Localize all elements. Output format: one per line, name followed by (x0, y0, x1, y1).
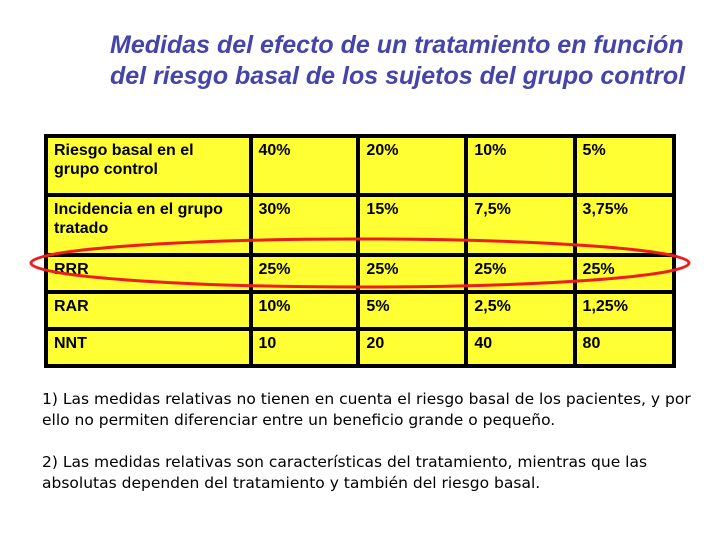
table-cell: 40 (468, 330, 573, 364)
table-row-nnt: NNT 10 20 40 80 (48, 330, 672, 364)
table-row-rrr: RRR 25% 25% 25% 25% (48, 256, 672, 290)
table-cell: 25% (360, 256, 465, 290)
table-cell: NNT (48, 330, 249, 364)
table-cell: Riesgo basal en el grupo control (48, 138, 249, 194)
table-cell: 15% (360, 197, 465, 253)
table-row-rar: RAR 10% 5% 2,5% 1,25% (48, 293, 672, 327)
table-cell: 10% (468, 138, 573, 194)
table-cell: RRR (48, 256, 249, 290)
risk-table-container: Riesgo basal en el grupo control 40% 20%… (44, 134, 676, 368)
note-1: 1) Las medidas relativas no tienen en cu… (42, 390, 691, 429)
table-cell: 25% (468, 256, 573, 290)
table-cell: 25% (252, 256, 357, 290)
table-row-riesgo-basal: Riesgo basal en el grupo control 40% 20%… (48, 138, 672, 194)
table-cell: 1,25% (576, 293, 672, 327)
table-cell: 7,5% (468, 197, 573, 253)
table-cell: 40% (252, 138, 357, 194)
table-cell: 20 (360, 330, 465, 364)
note-2: 2) Las medidas relativas son característ… (42, 453, 648, 492)
table-cell: 3,75% (576, 197, 672, 253)
table-cell: 10 (252, 330, 357, 364)
table-cell: 10% (252, 293, 357, 327)
table-cell: RAR (48, 293, 249, 327)
notes: 1) Las medidas relativas no tienen en cu… (42, 389, 692, 515)
table-cell: 80 (576, 330, 672, 364)
table-cell: 5% (576, 138, 672, 194)
slide-title: Medidas del efecto de un tratamiento en … (110, 31, 686, 90)
table-cell: 20% (360, 138, 465, 194)
table-cell: 25% (576, 256, 672, 290)
table-row-incidencia: Incidencia en el grupo tratado 30% 15% 7… (48, 197, 672, 253)
table-cell: 2,5% (468, 293, 573, 327)
table-cell: Incidencia en el grupo tratado (48, 197, 249, 253)
table-cell: 5% (360, 293, 465, 327)
table-cell: 30% (252, 197, 357, 253)
risk-table: Riesgo basal en el grupo control 40% 20%… (44, 134, 676, 368)
